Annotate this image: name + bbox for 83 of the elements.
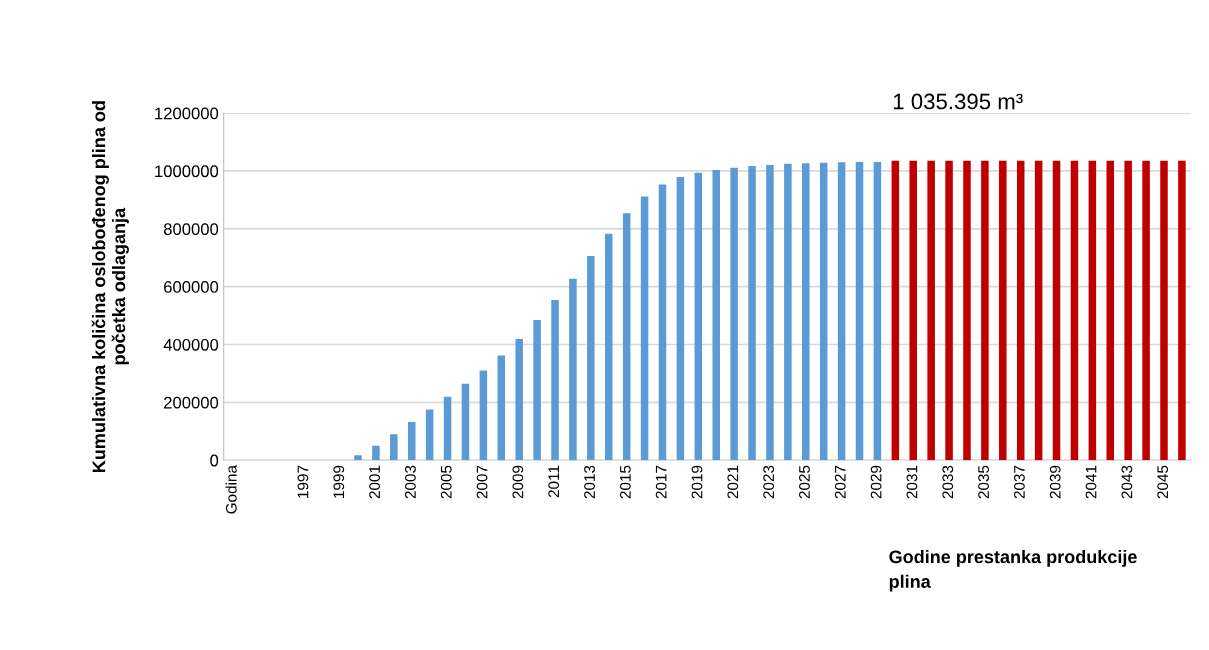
y-tick-label: 200000 bbox=[164, 396, 219, 409]
bar bbox=[1106, 160, 1115, 461]
y-tick-label: 1000000 bbox=[155, 165, 219, 178]
y-tick-label: 800000 bbox=[163, 223, 219, 235]
bar bbox=[963, 160, 971, 461]
bar bbox=[945, 160, 953, 461]
text: 1 035.395 m³ bbox=[893, 93, 1023, 110]
bar bbox=[604, 233, 613, 461]
bar bbox=[1034, 160, 1043, 461]
x-tick-label: 2023 bbox=[763, 465, 775, 499]
x-tick-label: Godina bbox=[225, 465, 237, 514]
bar bbox=[819, 162, 828, 461]
bar bbox=[1070, 160, 1079, 461]
x-tick-label: 2035 bbox=[978, 465, 989, 499]
x-tick-label: 2043 bbox=[1121, 465, 1133, 499]
bar bbox=[766, 164, 774, 461]
x-axis-title: Godine prestanka produkcije plina bbox=[889, 549, 1137, 592]
x-tick-label: 2013 bbox=[584, 465, 595, 499]
bar bbox=[354, 455, 362, 461]
bar bbox=[855, 161, 864, 461]
y-tick-label: 1200000 bbox=[155, 107, 219, 120]
bar bbox=[927, 160, 935, 461]
bar bbox=[981, 160, 989, 461]
x-tick-label: 2027 bbox=[834, 465, 846, 499]
bar bbox=[407, 422, 416, 461]
bar bbox=[802, 163, 810, 461]
y-tick-label: 400000 bbox=[163, 338, 219, 351]
x-tick-label: 2011 bbox=[548, 465, 560, 498]
x-tick-label: 2025 bbox=[799, 465, 810, 499]
x-tick-label: 2037 bbox=[1013, 465, 1025, 499]
bar bbox=[497, 355, 506, 461]
bar bbox=[784, 163, 792, 461]
y-axis-title: Kumulativna količina oslobođenog plina od početka odlaganja bbox=[91, 101, 129, 473]
bar bbox=[1016, 160, 1025, 461]
bar bbox=[515, 339, 523, 461]
bar bbox=[1142, 160, 1150, 461]
bar bbox=[533, 319, 541, 461]
bar bbox=[891, 160, 900, 461]
bar bbox=[999, 160, 1007, 461]
x-tick-label: 2007 bbox=[476, 465, 488, 499]
x-tick-label: 2041 bbox=[1085, 465, 1097, 499]
bar bbox=[461, 383, 470, 461]
x-tick-label: 2039 bbox=[1049, 465, 1061, 499]
x-tick-label: 1999 bbox=[333, 465, 345, 498]
x-tick-label: 2021 bbox=[727, 465, 739, 499]
bar bbox=[658, 184, 667, 461]
bar bbox=[694, 172, 703, 461]
bar bbox=[587, 255, 595, 461]
bar bbox=[640, 196, 649, 461]
y-tick-label: 600000 bbox=[164, 281, 219, 293]
bar bbox=[730, 167, 738, 461]
x-tick-label: 2031 bbox=[906, 465, 918, 499]
x-tick-label: 2045 bbox=[1157, 465, 1169, 499]
bar bbox=[569, 278, 577, 461]
bar bbox=[676, 177, 685, 461]
x-tick-label: 2001 bbox=[369, 465, 381, 499]
bar bbox=[390, 434, 398, 461]
x-tick-label: 2019 bbox=[691, 465, 703, 499]
bar bbox=[748, 166, 756, 461]
x-tick-label: 1997 bbox=[297, 465, 309, 498]
bar bbox=[837, 162, 846, 461]
x-tick-label: 2015 bbox=[619, 465, 631, 499]
bar bbox=[551, 299, 559, 461]
x-tick-label: 2009 bbox=[512, 465, 524, 499]
x-tick-label: 2029 bbox=[870, 465, 882, 499]
bar bbox=[479, 370, 488, 461]
bar bbox=[1178, 160, 1186, 461]
x-tick-label: 2033 bbox=[942, 465, 954, 499]
bar bbox=[425, 409, 434, 461]
bar bbox=[712, 170, 720, 461]
bar bbox=[1052, 160, 1061, 461]
bar bbox=[443, 396, 452, 461]
bar bbox=[909, 160, 917, 461]
x-tick-label: 2017 bbox=[655, 465, 667, 499]
y-tick-label: 0 bbox=[210, 454, 219, 467]
x-tick-label: 2003 bbox=[405, 465, 416, 499]
bar bbox=[873, 161, 882, 461]
bar bbox=[372, 445, 380, 461]
bar bbox=[1160, 160, 1168, 461]
bar bbox=[622, 213, 631, 461]
bar bbox=[1088, 160, 1097, 461]
x-tick-label: 2005 bbox=[440, 465, 452, 499]
bar bbox=[1124, 160, 1132, 461]
